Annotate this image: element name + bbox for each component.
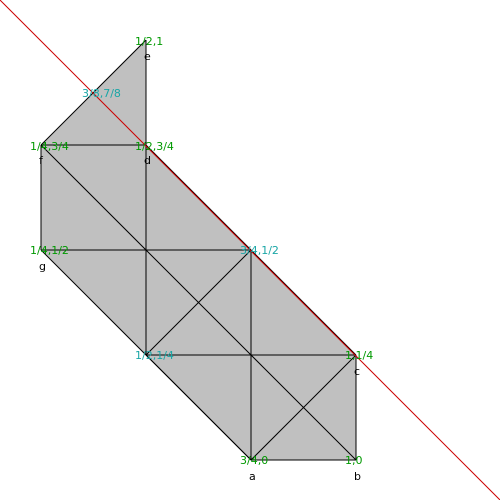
coord-label-1-2-1-4: 1/2,1/4 [135, 349, 174, 362]
vertex-label-f: f [39, 154, 44, 167]
vertex-label-a: a [249, 470, 256, 483]
coordinate-labels: 1/2,1 3/8,7/8 1/4,3/4 1/2,3/4 1/4,1/2 3/… [30, 35, 373, 467]
coord-label-1-4-1-2: 1/4,1/2 [30, 244, 69, 257]
vertex-label-c: c [354, 365, 360, 378]
vertex-label-g: g [39, 260, 46, 273]
coord-label-1-4-3-4: 1/4,3/4 [30, 140, 69, 153]
coord-label-3-8-7-8: 3/8,7/8 [82, 87, 121, 100]
inner-edge-bottom-crease-3 [250, 354, 357, 461]
inner-edge-left-diagonal [40, 144, 147, 251]
edges [40, 39, 357, 461]
coord-label-1-0: 1,0 [345, 454, 363, 467]
vertex-label-b: b [354, 470, 361, 483]
coord-label-1-1-4: 1,1/4 [345, 349, 373, 362]
coord-label-3-4-1-2: 3/4,1/2 [240, 244, 279, 257]
inner-edge-bottom-crease-1 [145, 354, 252, 461]
edge-f-e [40, 39, 147, 146]
coord-label-3-4-0: 3/4,0 [240, 454, 268, 467]
coord-label-1-2-3-4: 1/2,3/4 [135, 140, 174, 153]
vertex-label-e: e [144, 50, 151, 63]
vertex-label-d: d [144, 154, 151, 167]
coord-label-1-2-1: 1/2,1 [135, 35, 163, 48]
inner-edge-lower-crease [145, 249, 252, 356]
vertex-labels: e f d g c a b [39, 50, 361, 483]
